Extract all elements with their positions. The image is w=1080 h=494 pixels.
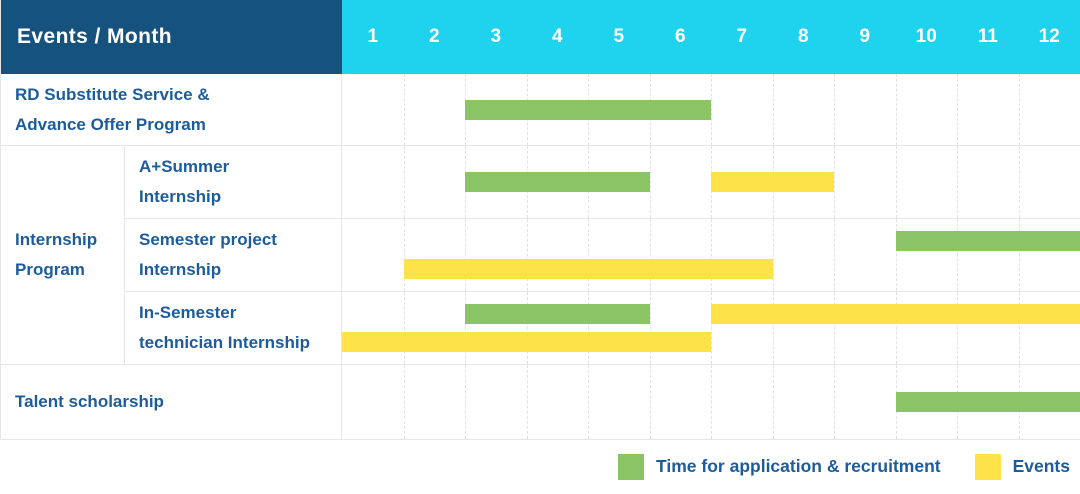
month-header-1: 1	[342, 0, 404, 74]
month-header-9: 9	[834, 0, 896, 74]
gantt-bar-line	[342, 259, 1080, 279]
month-header-5: 5	[588, 0, 650, 74]
gantt-row-track	[342, 219, 1080, 292]
month-gridline	[403, 219, 405, 291]
month-gridline	[834, 292, 835, 364]
month-gridline	[403, 146, 405, 218]
month-gridline	[834, 365, 835, 439]
month-gridline	[772, 365, 774, 439]
row-label: RD Substitute Service & Advance Offer Pr…	[1, 74, 342, 146]
month-gridline	[895, 146, 897, 218]
month-gridline	[649, 146, 651, 218]
month-gridline	[588, 219, 589, 291]
month-gridline	[1018, 292, 1020, 364]
row-sublabel: In-Semester technician Internship	[125, 292, 342, 365]
month-gridline	[588, 365, 589, 439]
month-gridline	[772, 219, 774, 291]
month-gridline	[1018, 146, 1020, 218]
gantt-bar-application	[895, 392, 1080, 412]
row-sublabel: Semester project Internship	[125, 219, 342, 292]
legend-label-application: Time for application & recruitment	[656, 456, 941, 476]
row-label: Talent scholarship	[1, 365, 342, 440]
month-gridline	[957, 219, 958, 291]
month-gridline	[834, 146, 835, 218]
month-gridline	[465, 219, 466, 291]
month-header-7: 7	[711, 0, 773, 74]
gantt-bar-events	[342, 332, 711, 352]
month-gridline	[403, 292, 405, 364]
month-gridline	[649, 292, 651, 364]
row-sublabel: A+Summer Internship	[125, 146, 342, 219]
month-gridline	[588, 292, 589, 364]
month-gridline	[403, 74, 405, 145]
month-gridline	[834, 74, 835, 145]
month-gridline	[895, 219, 897, 291]
gantt-bar-events	[403, 259, 773, 279]
month-header-12: 12	[1018, 0, 1080, 74]
month-gridline	[895, 292, 897, 364]
gantt-bar-line	[342, 332, 1080, 352]
month-gridline	[526, 219, 528, 291]
month-gridline	[711, 219, 712, 291]
month-gridline	[403, 365, 405, 439]
gantt-bar-line	[342, 172, 1080, 192]
month-gridline	[711, 74, 712, 145]
month-gridline	[526, 365, 528, 439]
gantt-bar-application	[465, 99, 711, 120]
month-gridline	[649, 365, 651, 439]
month-gridline	[711, 365, 712, 439]
gantt-bar-line	[342, 231, 1080, 251]
gantt-bar-line	[342, 304, 1080, 324]
gantt-row-track	[342, 365, 1080, 440]
table-title: Events / Month	[1, 0, 342, 74]
gantt-bar-application	[465, 172, 650, 192]
chart-legend: Time for application & recruitment Event…	[0, 440, 1080, 493]
month-gridline	[957, 292, 958, 364]
group-label: Internship Program	[1, 146, 125, 365]
gantt-bar-application	[465, 304, 650, 324]
month-gridline	[1018, 74, 1020, 145]
month-header-2: 2	[403, 0, 465, 74]
month-header-3: 3	[465, 0, 527, 74]
legend-item-application: Time for application & recruitment	[618, 453, 941, 480]
gantt-bar-events	[711, 172, 834, 192]
gantt-row-track	[342, 292, 1080, 365]
gantt-row-track	[342, 74, 1080, 146]
gantt-bar-line	[342, 99, 1080, 120]
month-gridline	[957, 146, 958, 218]
gantt-bar-application	[895, 231, 1080, 251]
events-month-table: Events / Month 1 2 3 4 5 6 7 8 9 10 11 12 RD Substit…	[0, 0, 1080, 440]
month-gridline	[465, 365, 466, 439]
month-gridline	[649, 219, 651, 291]
month-gridline	[772, 74, 774, 145]
gantt-bar-line	[342, 392, 1080, 412]
month-gridline	[957, 74, 958, 145]
gantt-bar-events	[711, 304, 1080, 324]
month-header-10: 10	[895, 0, 957, 74]
month-gridline	[526, 292, 528, 364]
month-gridline	[834, 219, 835, 291]
month-header-4: 4	[526, 0, 588, 74]
month-header-11: 11	[957, 0, 1019, 74]
legend-item-events: Events	[974, 453, 1070, 480]
month-gridline	[711, 292, 712, 364]
month-header-8: 8	[772, 0, 834, 74]
month-gridline	[895, 74, 897, 145]
application-color-swatch	[618, 453, 645, 480]
gantt-row-track	[342, 146, 1080, 219]
month-gridline	[465, 292, 466, 364]
month-gridline	[1018, 219, 1020, 291]
month-header-6: 6	[649, 0, 711, 74]
events-color-swatch	[974, 453, 1001, 480]
month-gridline	[772, 292, 774, 364]
legend-label-events: Events	[1012, 456, 1070, 476]
